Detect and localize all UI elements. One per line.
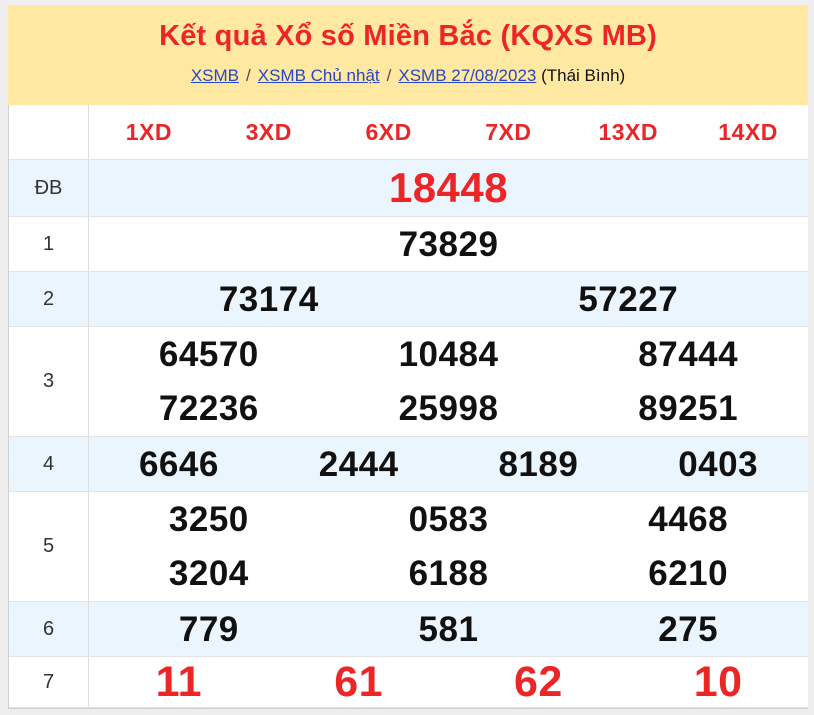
- prize-value: 4468: [648, 499, 729, 539]
- breadcrumb-province: (Thái Bình): [541, 66, 626, 85]
- table-row-2: 2 73174 57227: [9, 272, 808, 327]
- prize-value: 25998: [398, 389, 499, 429]
- prize-value: 64570: [158, 334, 259, 374]
- prize-value: 73174: [218, 279, 319, 319]
- column-header-row: 1XD 3XD 6XD 7XD 13XD 14XD: [9, 105, 808, 160]
- table-row-4: 4 6646 2444 8189 0403: [9, 437, 808, 492]
- prize-value: 779: [178, 609, 239, 649]
- prize-value: 87444: [638, 334, 739, 374]
- prize-value: 73829: [398, 224, 499, 264]
- row-label: 7: [9, 657, 89, 707]
- prize-value: 275: [658, 609, 719, 649]
- row-label: 3: [9, 327, 89, 436]
- column-header-14xd: 14XD: [718, 118, 778, 145]
- column-header-7xd: 7XD: [485, 118, 532, 145]
- prize-value: 10484: [398, 334, 499, 374]
- table-row-1: 1 73829: [9, 217, 808, 272]
- prize-value: 57227: [578, 279, 679, 319]
- prize-value: 8189: [498, 444, 579, 484]
- table-row-7: 7 11 61 62 10: [9, 657, 808, 708]
- breadcrumb-separator: /: [246, 66, 251, 85]
- row-label: 5: [9, 492, 89, 601]
- prize-value: 6188: [408, 554, 489, 594]
- prize-value: 62: [513, 657, 563, 706]
- table-row-3: 3 64570 10484 87444 72236 25998 89251: [9, 327, 808, 437]
- row-label: ĐB: [9, 160, 89, 216]
- breadcrumb-link-xsmb[interactable]: XSMB: [190, 66, 239, 85]
- column-header-1xd: 1XD: [125, 118, 173, 145]
- row-label: 2: [9, 272, 89, 326]
- prize-value: 3250: [168, 499, 249, 539]
- column-header-6xd: 6XD: [365, 118, 412, 145]
- prize-value: 0403: [678, 444, 759, 484]
- results-page: Kết quả Xổ số Miền Bắc (KQXS MB) XSMB / XS…: [8, 5, 808, 709]
- prize-value: 6210: [648, 554, 729, 594]
- row-label: 4: [9, 437, 89, 491]
- prize-value: 0583: [408, 499, 489, 539]
- page-title: Kết quả Xổ số Miền Bắc (KQXS MB): [159, 20, 657, 52]
- column-header-spacer: [9, 105, 89, 159]
- breadcrumb-separator: /: [386, 66, 392, 85]
- breadcrumb: XSMB / XSMB Chủ nhật / XSMB 27/08/2023 (Thái…: [8, 66, 808, 86]
- prize-value: 10: [693, 657, 743, 706]
- prize-value: 2444: [318, 444, 399, 484]
- table-row-db: ĐB 18448: [9, 160, 808, 217]
- prize-value: 61: [334, 657, 384, 706]
- row-label: 1: [9, 217, 89, 271]
- results-table: 1XD 3XD 6XD 7XD 13XD 14XD ĐB 18448 1 73829 2 73174…: [8, 105, 808, 709]
- table-row-6: 6 779 581 275: [9, 602, 808, 657]
- prize-value: 11: [155, 657, 203, 706]
- results-header: Kết quả Xổ số Miền Bắc (KQXS MB) XSMB / XS…: [8, 5, 808, 105]
- prize-value: 89251: [638, 389, 739, 429]
- breadcrumb-link-xsmb-weekday[interactable]: XSMB Chủ nhật: [257, 66, 380, 85]
- prize-value: 72236: [158, 389, 259, 429]
- prize-value: 6646: [138, 444, 219, 484]
- prize-value: 18448: [388, 164, 509, 211]
- breadcrumb-link-xsmb-date[interactable]: XSMB 27/08/2023: [398, 66, 537, 85]
- column-header-13xd: 13XD: [598, 118, 658, 145]
- column-header-3xd: 3XD: [245, 118, 292, 145]
- table-row-5: 5 3250 0583 4468 3204 6188 6210: [9, 492, 808, 602]
- row-label: 6: [9, 602, 89, 656]
- prize-value: 581: [418, 609, 479, 649]
- prize-value: 3204: [168, 554, 249, 594]
